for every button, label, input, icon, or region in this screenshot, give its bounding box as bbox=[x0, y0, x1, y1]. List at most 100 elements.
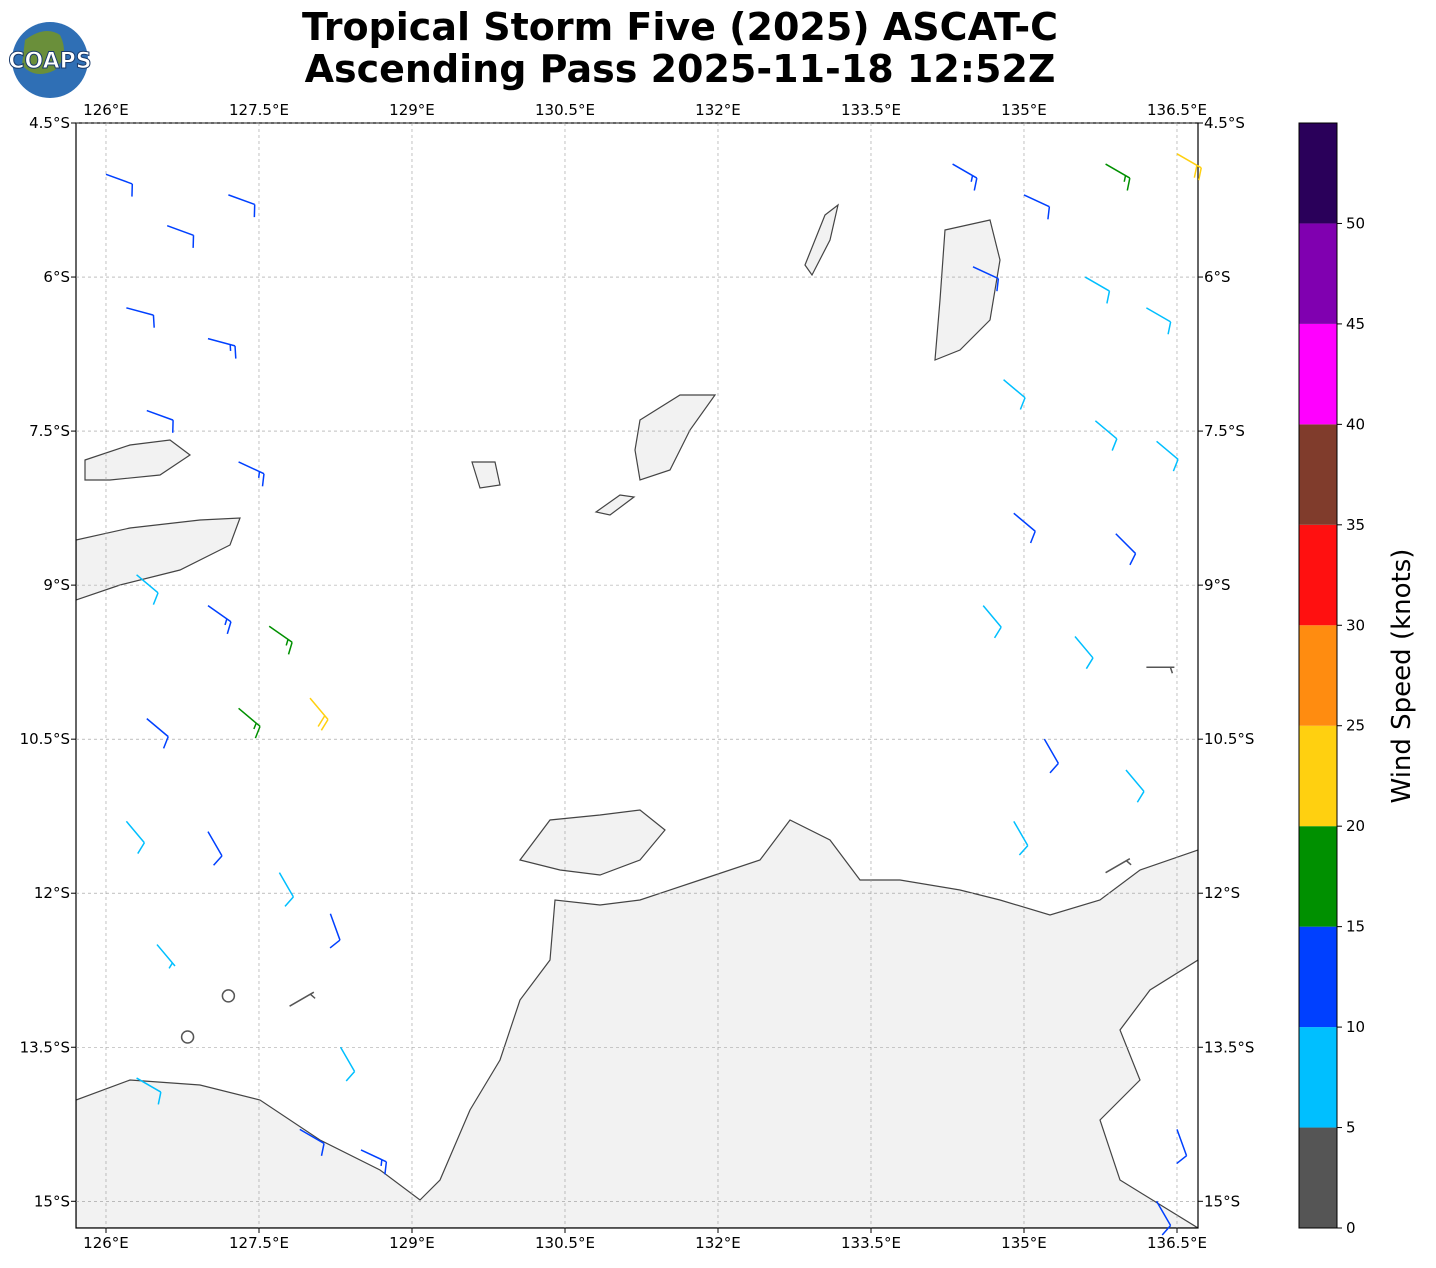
barb-shape bbox=[329, 913, 341, 949]
small-island bbox=[594, 494, 636, 516]
babar bbox=[471, 461, 501, 489]
aru bbox=[934, 219, 1001, 361]
barb-shape bbox=[360, 1149, 388, 1175]
wind-barb bbox=[1155, 1200, 1172, 1236]
barb-shape bbox=[972, 266, 1000, 292]
wind-barb bbox=[1043, 738, 1060, 774]
wind-barb bbox=[136, 574, 159, 605]
wind-barb bbox=[339, 1046, 356, 1082]
barb-shape bbox=[1176, 1129, 1188, 1165]
barb-shape bbox=[156, 944, 176, 969]
x-tick-label: 127.5°E bbox=[229, 101, 289, 119]
y-tick-label: 15°S bbox=[34, 1192, 70, 1210]
wind-barb bbox=[309, 697, 329, 731]
wind-barb bbox=[146, 409, 174, 433]
x-tick-label: 129°E bbox=[389, 101, 435, 119]
wind-barb bbox=[952, 163, 978, 191]
barb-shape bbox=[1125, 769, 1145, 803]
barb-shape bbox=[1003, 379, 1026, 410]
barb-shape bbox=[278, 872, 295, 907]
barb-shape bbox=[1155, 1200, 1172, 1236]
wind-barb bbox=[278, 872, 295, 907]
barb-shape bbox=[207, 337, 237, 359]
colorbar-tick-label: 30 bbox=[1346, 616, 1365, 634]
barb-shape bbox=[105, 173, 134, 197]
colorbar-tick-label: 5 bbox=[1346, 1119, 1356, 1137]
logo-text: COAPS bbox=[8, 49, 91, 74]
logo: COAPS bbox=[8, 22, 92, 98]
barb-shape bbox=[207, 605, 232, 635]
wind-barb bbox=[360, 1149, 388, 1175]
barb-shape bbox=[125, 820, 146, 854]
barb-shape bbox=[1013, 820, 1029, 856]
timor bbox=[76, 517, 241, 601]
colorbar-segment bbox=[1299, 1027, 1337, 1128]
barb-shape bbox=[1146, 666, 1175, 674]
tanimbar bbox=[634, 394, 717, 481]
wind-barb bbox=[1156, 440, 1179, 472]
wind-barb bbox=[228, 194, 256, 218]
wind-barb bbox=[1125, 769, 1145, 803]
y-tick-label: 12°S bbox=[34, 884, 70, 902]
barb-shape bbox=[146, 409, 174, 433]
y-tick-label: 9°S bbox=[1204, 576, 1231, 594]
y-tick-label: 4.5°S bbox=[1204, 114, 1245, 132]
wind-barb bbox=[180, 1030, 195, 1044]
y-tick-label: 13.5°S bbox=[1204, 1038, 1254, 1056]
y-tick-label: 6°S bbox=[1204, 268, 1231, 286]
barb-shape bbox=[309, 697, 329, 731]
kai bbox=[804, 203, 839, 277]
colorbar-tick-label: 10 bbox=[1346, 1018, 1365, 1036]
colorbar-segment bbox=[1299, 223, 1337, 324]
barb-shape bbox=[1074, 635, 1094, 670]
wind-barb bbox=[329, 913, 341, 949]
colorbar-segment bbox=[1299, 826, 1337, 927]
wind-barb bbox=[126, 307, 155, 328]
wind-barb bbox=[1146, 307, 1172, 335]
colorbar-tick-label: 50 bbox=[1346, 214, 1365, 232]
wind-barb bbox=[299, 1128, 325, 1156]
wind-barb bbox=[221, 989, 236, 1003]
wind-barb bbox=[238, 707, 261, 739]
barb-shape bbox=[1105, 858, 1132, 874]
wind-barb bbox=[1105, 858, 1132, 874]
y-tick-label: 15°S bbox=[1204, 1192, 1240, 1210]
barb-shape bbox=[136, 574, 159, 605]
wind-barb bbox=[207, 605, 232, 635]
wind-barb bbox=[156, 944, 176, 969]
colorbar-segment bbox=[1299, 1127, 1337, 1228]
colorbar-tick-label: 45 bbox=[1346, 315, 1365, 333]
wind-barb bbox=[1105, 163, 1131, 191]
wind-barb bbox=[1146, 666, 1175, 674]
barb-shape bbox=[1176, 153, 1202, 181]
x-tick-label: 127.5°E bbox=[229, 1234, 289, 1252]
wind-barb bbox=[1074, 635, 1094, 670]
title: Tropical Storm Five (2025) ASCAT-C bbox=[302, 5, 1058, 49]
wind-barb bbox=[1084, 276, 1111, 304]
x-tick-label: 136.5°E bbox=[1147, 101, 1207, 119]
barb-shape bbox=[228, 194, 256, 218]
wind-barb bbox=[982, 605, 1002, 639]
barb-shape bbox=[1115, 533, 1137, 566]
wind-barb bbox=[166, 224, 195, 248]
wind-barb bbox=[1176, 1129, 1188, 1165]
colorbar-segment bbox=[1299, 424, 1337, 525]
y-tick-label: 9°S bbox=[43, 576, 70, 594]
wind-barb bbox=[1013, 820, 1029, 856]
wind-barb bbox=[1094, 420, 1118, 451]
colorbar-tick-label: 35 bbox=[1346, 516, 1365, 534]
colorbar-segment bbox=[1299, 323, 1337, 425]
barb-shape bbox=[299, 1128, 325, 1156]
wind-barb bbox=[105, 173, 134, 197]
subtitle: Ascending Pass 2025-11-18 12:52Z bbox=[305, 47, 1056, 91]
wetar bbox=[84, 439, 192, 481]
colorbar-segment bbox=[1299, 625, 1337, 726]
wind-barb bbox=[1003, 379, 1026, 410]
wind-barb bbox=[1115, 533, 1137, 566]
colorbar-tick-label: 20 bbox=[1346, 817, 1365, 835]
barb-shape bbox=[207, 831, 223, 866]
y-tick-label: 6°S bbox=[43, 268, 70, 286]
x-tick-label: 129°E bbox=[389, 1234, 435, 1252]
colorbar-tick-label: 25 bbox=[1346, 717, 1365, 735]
